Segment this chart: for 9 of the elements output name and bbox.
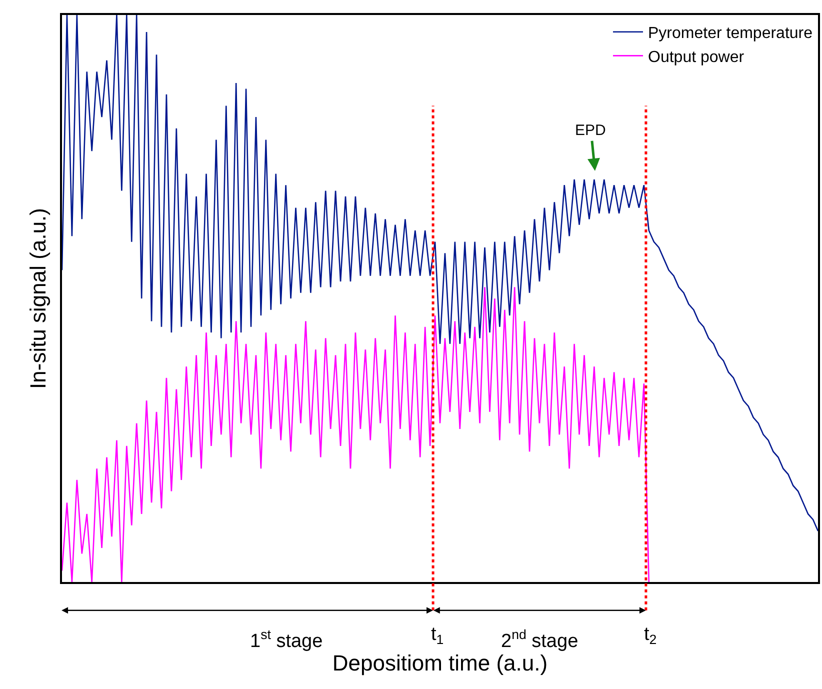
y-axis-title: In-situ signal (a.u.)	[25, 208, 50, 389]
legend-label: Output power	[648, 48, 745, 66]
text: 2$^{nd}$ stage	[501, 627, 578, 652]
annotation: EPD	[575, 122, 606, 139]
text: t$_{2}$	[644, 624, 657, 647]
x-axis-title: Depositiom time (a.u.)	[332, 650, 548, 676]
legend-label: Pyrometer temperature	[648, 25, 813, 42]
text: t$_{1}$	[431, 624, 444, 647]
text: 1$^{st}$ stage	[250, 627, 323, 652]
